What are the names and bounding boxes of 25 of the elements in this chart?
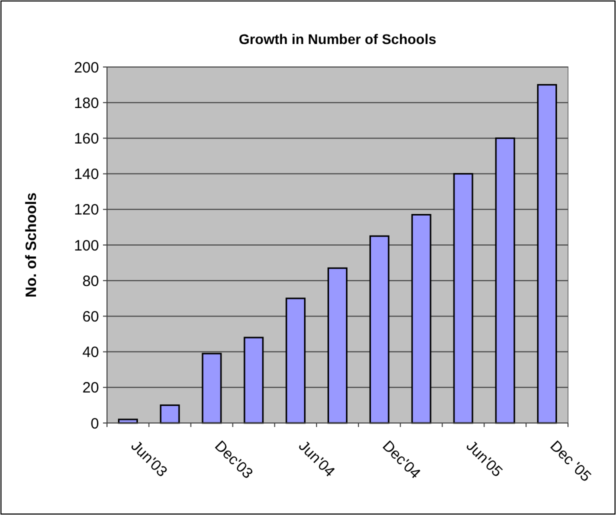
y-tick-label: 20: [82, 380, 99, 397]
bar: [537, 84, 558, 424]
bar: [244, 336, 264, 424]
bar: [160, 404, 180, 424]
bar: [202, 352, 222, 424]
bar: [118, 418, 138, 424]
y-tick-label: 140: [74, 166, 99, 184]
bar: [369, 235, 390, 424]
bar: [411, 214, 432, 424]
bar: [453, 173, 474, 424]
y-tick-label: 200: [74, 59, 99, 76]
y-tick-label: 40: [82, 344, 99, 362]
y-tick-label: 100: [74, 237, 99, 254]
y-tick-label: 60: [82, 308, 99, 326]
y-tick-label: 180: [74, 94, 99, 112]
y-tick-label: 120: [74, 202, 99, 219]
bar: [328, 267, 348, 424]
y-tick-label: 160: [74, 130, 99, 148]
bar: [286, 298, 306, 424]
x-tick-label: Dec '05: [546, 438, 594, 486]
y-tick-label: 80: [82, 272, 99, 290]
bar: [495, 137, 516, 424]
chart-title: Growth in Number of Schools: [238, 31, 436, 47]
y-axis-title: No. of Schools: [23, 192, 40, 298]
y-tick-label: 0: [90, 415, 99, 432]
